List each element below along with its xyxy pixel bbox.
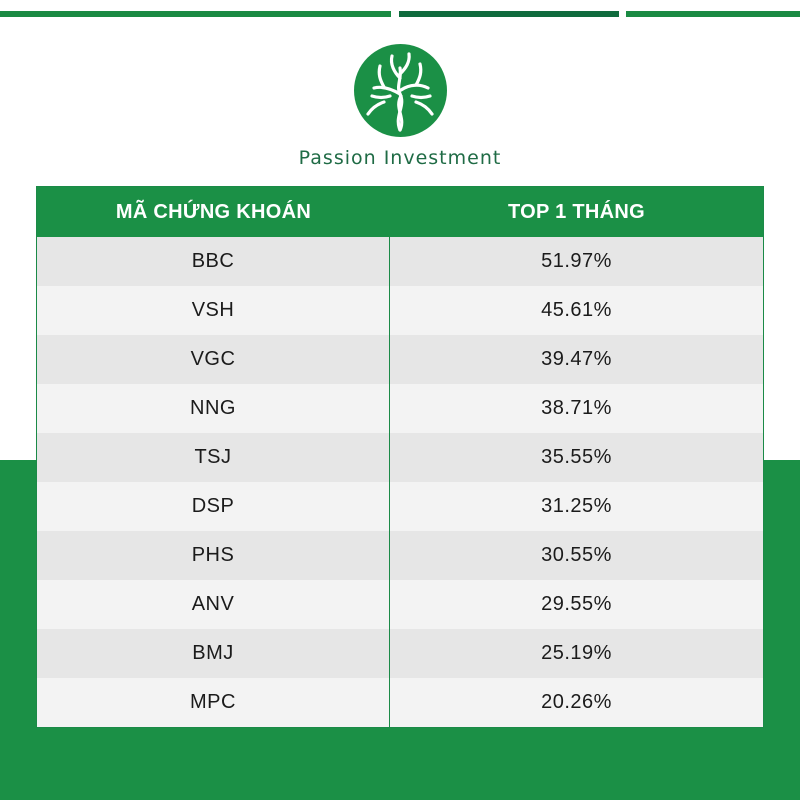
- value-cell: 45.61%: [541, 299, 612, 321]
- value-cell: 39.47%: [541, 348, 612, 370]
- top-decor-bar-right: [626, 11, 800, 17]
- table-row: VGC 39.47%: [37, 335, 763, 384]
- table-row: TSJ 35.55%: [37, 433, 763, 482]
- ticker-cell: BBC: [37, 237, 390, 286]
- value-cell: 25.19%: [541, 642, 612, 664]
- value-cell: 31.25%: [541, 495, 612, 517]
- top-stocks-table: MÃ CHỨNG KHOÁN TOP 1 THÁNG BBC 51.97% VSH 4…: [36, 186, 764, 728]
- table-row: DSP 31.25%: [37, 482, 763, 531]
- tree-logo-icon: [354, 44, 447, 137]
- table-row: MPC 20.26%: [37, 678, 763, 727]
- value-cell: 51.97%: [541, 250, 612, 272]
- ticker-cell: TSJ: [37, 433, 390, 482]
- ticker-cell: NNG: [37, 384, 390, 433]
- table-row: PHS 30.55%: [37, 531, 763, 580]
- table-row: BBC 51.97%: [37, 237, 763, 286]
- table-header: MÃ CHỨNG KHOÁN TOP 1 THÁNG: [37, 187, 763, 237]
- ticker-cell: DSP: [37, 482, 390, 531]
- header-ticker: MÃ CHỨNG KHOÁN: [115, 200, 312, 223]
- ticker-cell: VGC: [37, 335, 390, 384]
- table-row: VSH 45.61%: [37, 286, 763, 335]
- table-row: BMJ 25.19%: [37, 629, 763, 678]
- brand-name: Passion Investment: [298, 147, 502, 169]
- table-body: BBC 51.97% VSH 45.61% VGC 39.47% NNG 38.71% TSJ 3…: [37, 237, 763, 727]
- ticker-cell: BMJ: [37, 629, 390, 678]
- header-top-1-month: TOP 1 THÁNG: [507, 200, 646, 223]
- top-decor-bar-left: [0, 11, 391, 17]
- table-row: NNG 38.71%: [37, 384, 763, 433]
- value-cell: 29.55%: [541, 593, 612, 615]
- value-cell: 35.55%: [541, 446, 612, 468]
- value-cell: 20.26%: [541, 691, 612, 713]
- top-decor-bar-middle: [399, 11, 619, 17]
- value-cell: 38.71%: [541, 397, 612, 419]
- ticker-cell: PHS: [37, 531, 390, 580]
- table-row: ANV 29.55%: [37, 580, 763, 629]
- value-cell: 30.55%: [541, 544, 612, 566]
- ticker-cell: MPC: [37, 678, 390, 727]
- ticker-cell: VSH: [37, 286, 390, 335]
- ticker-cell: ANV: [37, 580, 390, 629]
